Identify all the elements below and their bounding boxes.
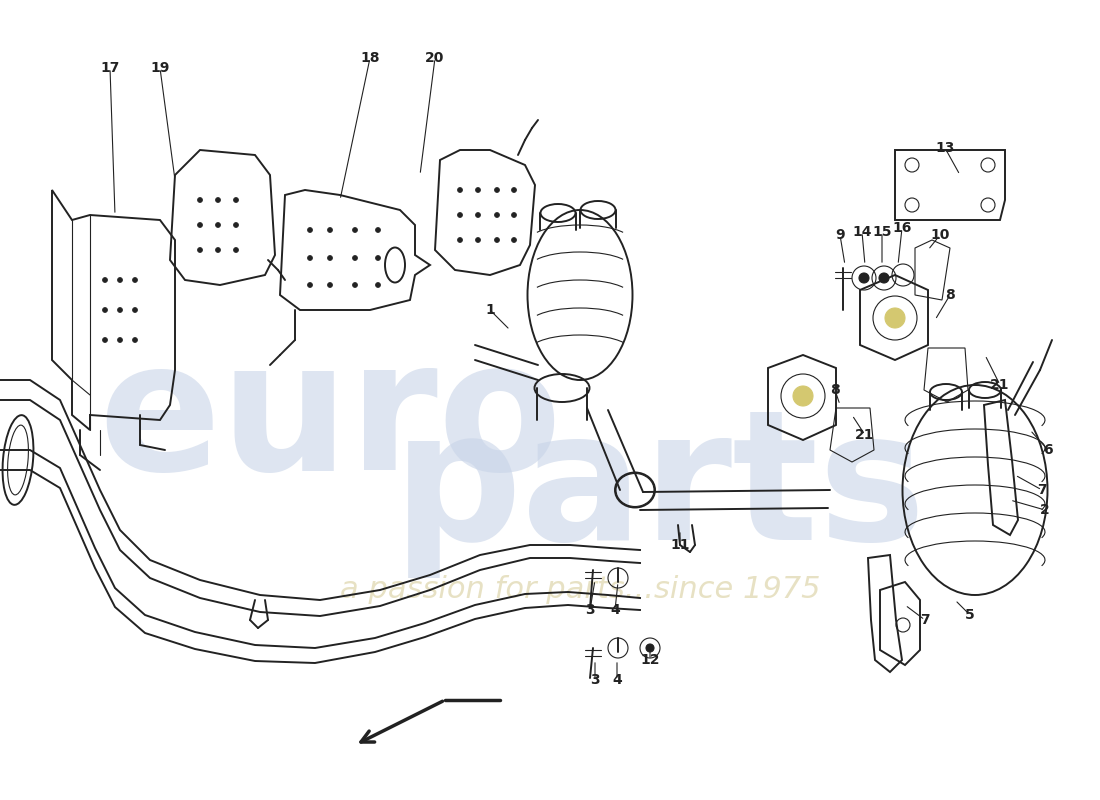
Text: euro: euro xyxy=(98,332,562,508)
Circle shape xyxy=(512,238,517,242)
Circle shape xyxy=(328,255,332,261)
Circle shape xyxy=(233,198,239,202)
Text: 3: 3 xyxy=(591,673,600,687)
Text: 1: 1 xyxy=(485,303,495,317)
Circle shape xyxy=(352,227,358,233)
Circle shape xyxy=(118,338,122,342)
Circle shape xyxy=(458,238,462,242)
Text: 7: 7 xyxy=(921,613,929,627)
Circle shape xyxy=(352,255,358,261)
Circle shape xyxy=(475,187,481,193)
Circle shape xyxy=(198,198,202,202)
Circle shape xyxy=(458,213,462,218)
Text: 6: 6 xyxy=(1043,443,1053,457)
Circle shape xyxy=(328,227,332,233)
Text: 12: 12 xyxy=(640,653,660,667)
Text: 4: 4 xyxy=(612,673,621,687)
Text: 8: 8 xyxy=(830,383,840,397)
Circle shape xyxy=(352,282,358,287)
Circle shape xyxy=(216,198,220,202)
Circle shape xyxy=(308,255,312,261)
Circle shape xyxy=(328,282,332,287)
Text: 11: 11 xyxy=(670,538,690,552)
Circle shape xyxy=(375,282,381,287)
Text: 3: 3 xyxy=(585,603,595,617)
Text: 5: 5 xyxy=(965,608,975,622)
Circle shape xyxy=(512,187,517,193)
Circle shape xyxy=(118,307,122,313)
Circle shape xyxy=(308,282,312,287)
Circle shape xyxy=(859,273,869,283)
Circle shape xyxy=(886,308,905,328)
Circle shape xyxy=(512,213,517,218)
Circle shape xyxy=(375,227,381,233)
Text: 4: 4 xyxy=(610,603,620,617)
Circle shape xyxy=(118,278,122,282)
Text: 20: 20 xyxy=(426,51,444,65)
Text: 7: 7 xyxy=(1037,483,1047,497)
Circle shape xyxy=(793,386,813,406)
Circle shape xyxy=(216,247,220,253)
Text: 19: 19 xyxy=(151,61,169,75)
Circle shape xyxy=(102,278,108,282)
Text: 10: 10 xyxy=(931,228,949,242)
Text: 21: 21 xyxy=(990,378,1010,392)
Circle shape xyxy=(495,187,499,193)
Circle shape xyxy=(102,338,108,342)
Circle shape xyxy=(308,227,312,233)
Text: 18: 18 xyxy=(361,51,379,65)
Circle shape xyxy=(216,222,220,227)
Circle shape xyxy=(198,247,202,253)
Circle shape xyxy=(375,255,381,261)
Circle shape xyxy=(102,307,108,313)
Text: 15: 15 xyxy=(872,225,892,239)
Text: 16: 16 xyxy=(892,221,912,235)
Text: 9: 9 xyxy=(835,228,845,242)
Circle shape xyxy=(198,222,202,227)
Text: a passion for parts...since 1975: a passion for parts...since 1975 xyxy=(340,575,821,605)
Circle shape xyxy=(132,338,138,342)
Text: 13: 13 xyxy=(935,141,955,155)
Text: 17: 17 xyxy=(100,61,120,75)
Text: 21: 21 xyxy=(856,428,875,442)
Circle shape xyxy=(879,273,889,283)
Circle shape xyxy=(475,213,481,218)
Circle shape xyxy=(475,238,481,242)
Text: 2: 2 xyxy=(1041,503,1049,517)
Circle shape xyxy=(132,307,138,313)
Circle shape xyxy=(132,278,138,282)
Text: 8: 8 xyxy=(945,288,955,302)
Text: 14: 14 xyxy=(852,225,871,239)
Circle shape xyxy=(458,187,462,193)
Text: parts: parts xyxy=(393,402,927,578)
Circle shape xyxy=(495,238,499,242)
Circle shape xyxy=(495,213,499,218)
Circle shape xyxy=(233,222,239,227)
Circle shape xyxy=(646,644,654,652)
Circle shape xyxy=(233,247,239,253)
